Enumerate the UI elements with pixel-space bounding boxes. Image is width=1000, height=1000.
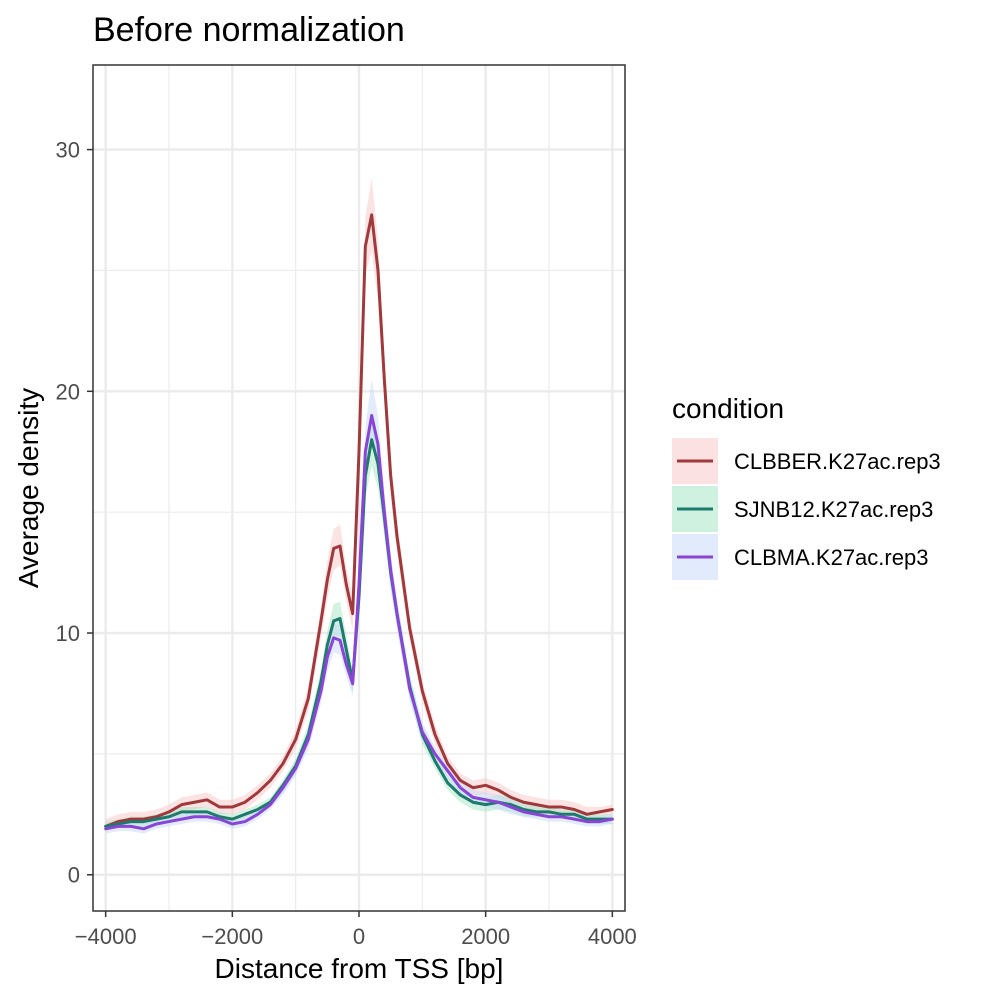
legend: condition CLBBER.K27ac.rep3 SJNB12.K27ac.…	[672, 393, 941, 580]
x-tick-label: −2000	[201, 924, 263, 949]
y-axis-title: Average density	[13, 388, 44, 588]
x-axis-title: Distance from TSS [bp]	[215, 953, 504, 984]
legend-label: SJNB12.K27ac.rep3	[734, 497, 933, 522]
x-tick-label: 0	[353, 924, 365, 949]
chart-title: Before normalization	[93, 11, 405, 49]
series-lines	[104, 213, 614, 831]
x-axis: −4000 −2000 0 2000 4000	[75, 911, 637, 949]
x-tick-label: 2000	[461, 924, 510, 949]
major-gridlines	[93, 65, 625, 911]
legend-title: condition	[672, 393, 784, 424]
x-tick-label: −4000	[75, 924, 137, 949]
series-line	[104, 213, 614, 828]
legend-key	[672, 438, 718, 484]
y-axis: 0 10 20 30	[56, 138, 93, 888]
y-tick-label: 20	[56, 379, 80, 404]
legend-label: CLBBER.K27ac.rep3	[734, 449, 941, 474]
x-tick-label: 4000	[588, 924, 637, 949]
series-line	[104, 413, 614, 831]
legend-label: CLBMA.K27ac.rep3	[734, 545, 928, 570]
y-tick-label: 0	[68, 863, 80, 888]
legend-key	[672, 534, 718, 580]
y-tick-label: 10	[56, 621, 80, 646]
y-tick-label: 30	[56, 138, 80, 163]
legend-key	[672, 486, 718, 532]
plot-panel	[92, 64, 626, 912]
